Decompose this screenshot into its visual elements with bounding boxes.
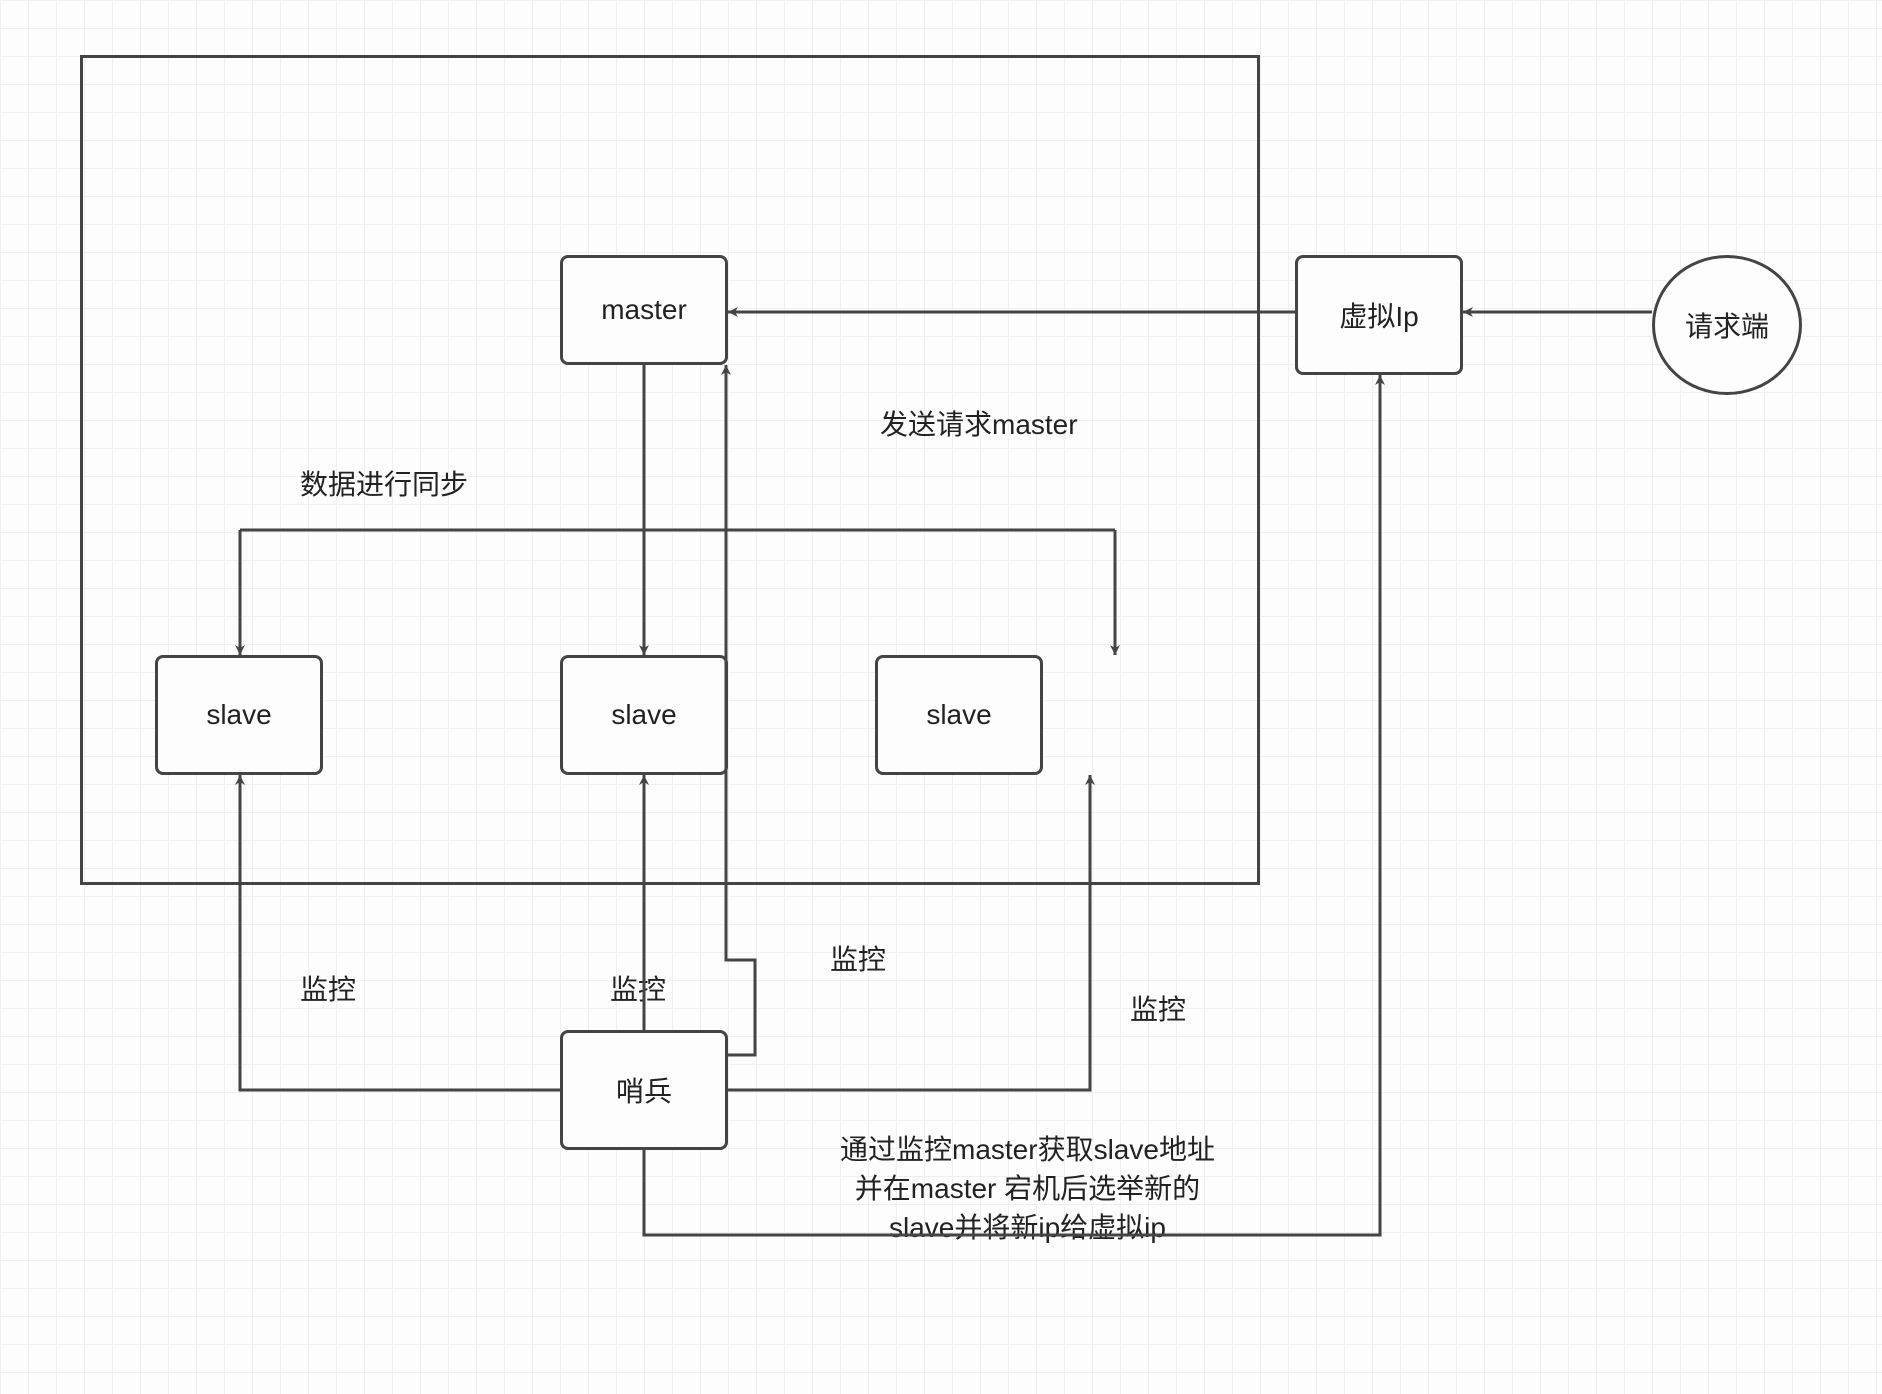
sentinel-label: 哨兵 [616,1070,672,1110]
slave3-label: slave [926,699,991,731]
description-label: 通过监控master获取slave地址 并在master 宕机后选举新的 sla… [840,1130,1215,1248]
sentinel-node: 哨兵 [560,1030,728,1150]
sync-label: 数据进行同步 [300,465,468,504]
slave-node-3: slave [875,655,1043,775]
slave2-label: slave [611,699,676,731]
monitor-label-2: 监控 [610,970,666,1009]
request-label: 发送请求master [880,405,1078,444]
slave-node-2: slave [560,655,728,775]
monitor-label-3: 监控 [830,940,886,979]
monitor-label-4: 监控 [1130,990,1186,1029]
client-label: 请求端 [1685,305,1769,345]
master-node: master [560,255,728,365]
client-node: 请求端 [1652,255,1802,395]
slave-node-1: slave [155,655,323,775]
slave1-label: slave [206,699,271,731]
virtual-ip-node: 虚拟Ip [1295,255,1463,375]
vip-label: 虚拟Ip [1339,295,1418,335]
master-label: master [601,294,687,326]
monitor-label-1: 监控 [300,970,356,1009]
